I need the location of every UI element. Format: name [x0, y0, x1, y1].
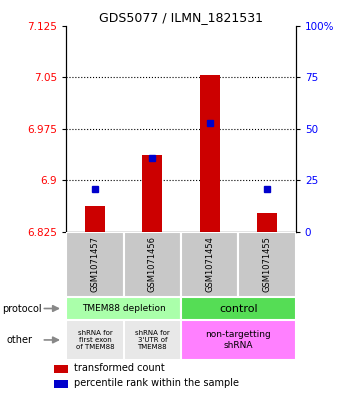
Text: shRNA for
first exon
of TMEM88: shRNA for first exon of TMEM88 [76, 330, 114, 350]
Title: GDS5077 / ILMN_1821531: GDS5077 / ILMN_1821531 [99, 11, 263, 24]
Bar [181, 232, 238, 297]
Text: GSM1071455: GSM1071455 [262, 236, 272, 292]
Bar [54, 365, 68, 373]
Bar [66, 232, 124, 297]
Bar [124, 232, 181, 297]
Text: GSM1071457: GSM1071457 [90, 236, 100, 292]
Bar [142, 155, 163, 232]
Bar [200, 75, 220, 232]
Text: TMEM88 depletion: TMEM88 depletion [82, 304, 166, 313]
Bar [181, 320, 296, 360]
Bar [238, 232, 296, 297]
Text: percentile rank within the sample: percentile rank within the sample [74, 378, 239, 388]
Text: protocol: protocol [2, 303, 41, 314]
Bar [66, 297, 181, 320]
Text: GSM1071456: GSM1071456 [148, 236, 157, 292]
Text: shRNA for
3'UTR of
TMEM88: shRNA for 3'UTR of TMEM88 [135, 330, 170, 350]
Bar [54, 380, 68, 387]
Bar [124, 320, 181, 360]
Text: control: control [219, 303, 258, 314]
Text: other: other [6, 335, 32, 345]
Text: GSM1071454: GSM1071454 [205, 236, 214, 292]
Text: non-targetting
shRNA: non-targetting shRNA [206, 330, 271, 350]
Text: transformed count: transformed count [74, 364, 165, 373]
Bar [85, 206, 105, 232]
Bar [66, 320, 124, 360]
Bar [257, 213, 277, 232]
Bar [181, 297, 296, 320]
